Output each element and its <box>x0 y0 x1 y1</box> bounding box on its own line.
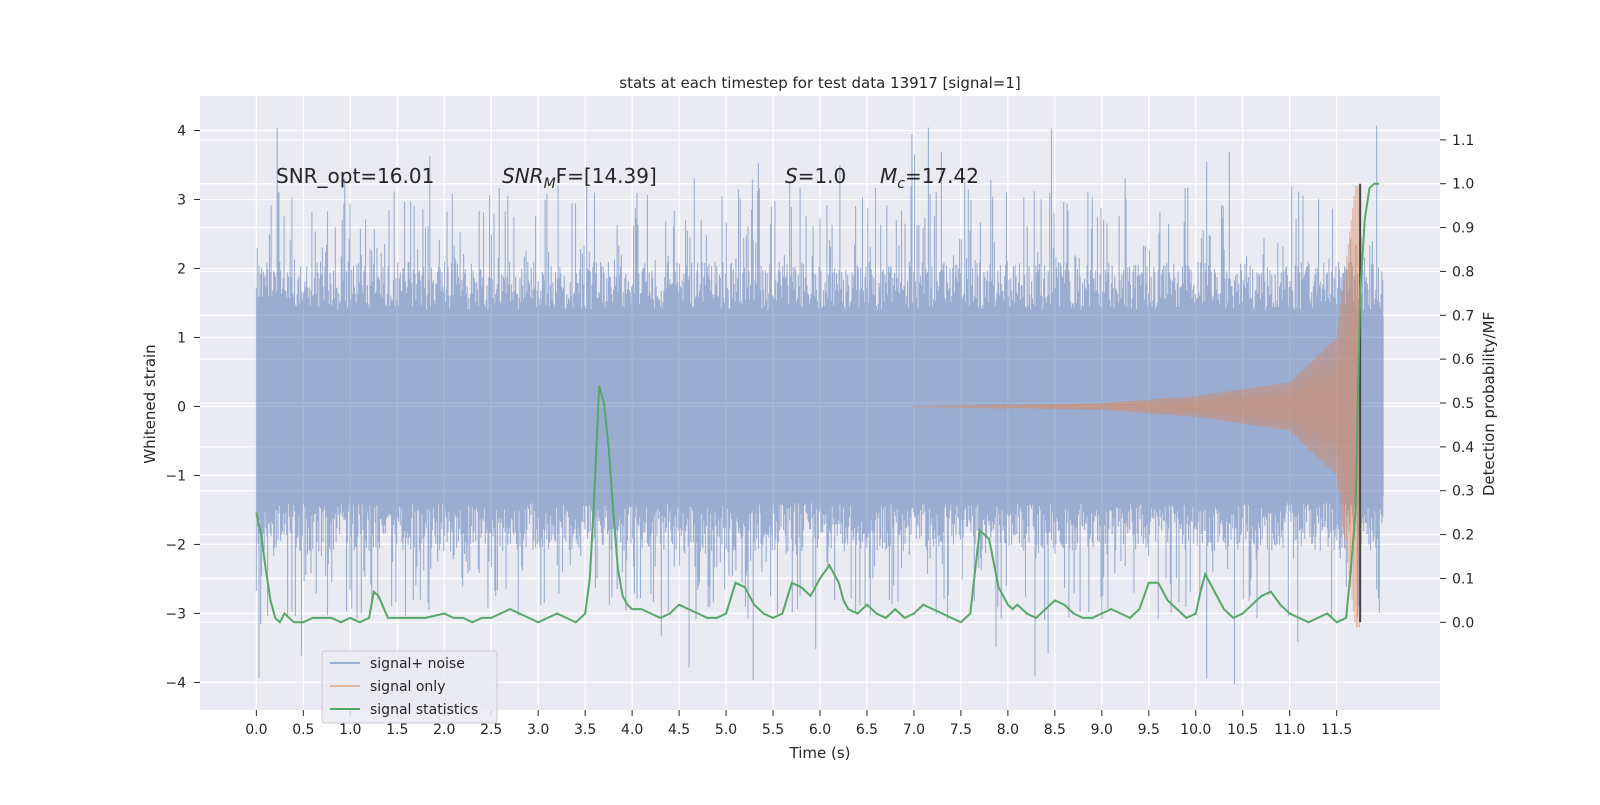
y-tick-label: −3 <box>165 606 186 622</box>
y-axis-right-ticks: 0.0 0.1 0.2 0.3 0.4 0.5 0.6 0.7 0.8 0.9 1.0 1.1 <box>1440 133 1474 631</box>
y-right-tick-label: 0.5 <box>1452 396 1474 412</box>
x-tick-label: 4.5 <box>668 722 690 738</box>
annotation-snr-opt: SNR_opt=16.01 <box>276 164 434 188</box>
y-right-tick-label: 0.1 <box>1452 571 1474 587</box>
annotation-mc-main: M <box>880 164 897 188</box>
x-tick-label: 10.0 <box>1180 722 1211 738</box>
x-tick-label: 0.0 <box>245 722 267 738</box>
y-tick-label: 2 <box>177 261 186 277</box>
annotation-mc-rest: =17.42 <box>905 164 979 188</box>
x-tick-label: 3.0 <box>527 722 549 738</box>
x-tick-label: 6.0 <box>809 722 831 738</box>
annotation-snr-mf-main: SNR <box>502 164 544 188</box>
x-tick-label: 7.0 <box>903 722 925 738</box>
y-right-tick-label: 0.6 <box>1452 352 1474 368</box>
x-tick-label: 8.5 <box>1044 722 1066 738</box>
y-right-tick-label: 0.8 <box>1452 264 1474 280</box>
signal-only-series <box>913 185 1361 628</box>
annotation-snr-mf: SNRMF=[14.39] <box>502 164 657 192</box>
x-tick-label: 3.5 <box>574 722 596 738</box>
y-right-tick-label: 0.0 <box>1452 615 1474 631</box>
y-tick-label: −1 <box>165 468 186 484</box>
x-tick-label: 0.5 <box>292 722 314 738</box>
annotation-snr-mf-sub: M <box>544 176 556 192</box>
annotation-texts: SNR_opt=16.01 SNRMF=[14.39] S=1.0 Mc=17.… <box>276 164 979 192</box>
y-right-tick-label: 1.1 <box>1452 133 1474 149</box>
y-right-tick-label: 1.0 <box>1452 177 1474 193</box>
y-axis-left-label: Whitened strain <box>141 344 159 463</box>
annotation-snr-mf-rest: F=[14.39] <box>556 164 657 188</box>
x-tick-label: 1.5 <box>386 722 408 738</box>
x-tick-label: 11.0 <box>1274 722 1305 738</box>
x-tick-label: 5.0 <box>715 722 737 738</box>
x-axis-ticks: 0.0 0.5 1.0 1.5 2.0 2.5 3.0 3.5 4.0 4.5 5.0 5.5 6.0 6… <box>245 710 1352 738</box>
legend-label-signal-only: signal only <box>370 679 445 695</box>
x-tick-label: 5.5 <box>762 722 784 738</box>
x-tick-label: 7.5 <box>950 722 972 738</box>
annotation-mc: Mc=17.42 <box>880 164 979 192</box>
y-tick-label: 0 <box>177 399 186 415</box>
annotation-s-main: S <box>785 164 798 188</box>
y-tick-label: −2 <box>165 537 186 553</box>
x-tick-label: 9.0 <box>1091 722 1113 738</box>
y-tick-label: −4 <box>165 675 186 691</box>
x-tick-label: 4.0 <box>621 722 643 738</box>
x-tick-label: 8.0 <box>997 722 1019 738</box>
y-right-tick-label: 0.3 <box>1452 484 1474 500</box>
y-axis-right-label: Detection probability/MF <box>1480 312 1498 496</box>
legend-box <box>321 650 498 724</box>
x-axis-label: Time (s) <box>789 744 851 762</box>
signal-statistics-line <box>255 182 1379 624</box>
legend: signal+ noise signal only signal statist… <box>321 650 498 724</box>
chart-title: stats at each timestep for test data 139… <box>619 74 1020 92</box>
signal-only-trace <box>913 185 1361 628</box>
x-tick-label: 2.0 <box>433 722 455 738</box>
annotation-mc-sub: c <box>897 176 905 192</box>
x-tick-label: 11.5 <box>1321 722 1352 738</box>
annotation-s: S=1.0 <box>785 164 846 188</box>
y-tick-label: 4 <box>177 123 186 139</box>
legend-label-signal-statistics: signal statistics <box>370 702 478 718</box>
y-right-tick-label: 0.2 <box>1452 528 1474 544</box>
y-right-tick-label: 0.4 <box>1452 440 1474 456</box>
x-tick-label: 2.5 <box>480 722 502 738</box>
x-tick-label: 6.5 <box>856 722 878 738</box>
y-right-tick-label: 0.7 <box>1452 308 1474 324</box>
x-tick-label: 10.5 <box>1227 722 1258 738</box>
y-axis-left-ticks: −4 −3 −2 −1 0 1 2 3 4 <box>165 123 200 691</box>
y-tick-label: 1 <box>177 330 186 346</box>
annotation-s-rest: =1.0 <box>798 164 847 188</box>
x-tick-label: 1.0 <box>339 722 361 738</box>
y-tick-label: 3 <box>177 192 186 208</box>
y-right-tick-label: 0.9 <box>1452 221 1474 237</box>
legend-label-signal-plus-noise: signal+ noise <box>370 656 465 672</box>
x-tick-label: 9.5 <box>1138 722 1160 738</box>
